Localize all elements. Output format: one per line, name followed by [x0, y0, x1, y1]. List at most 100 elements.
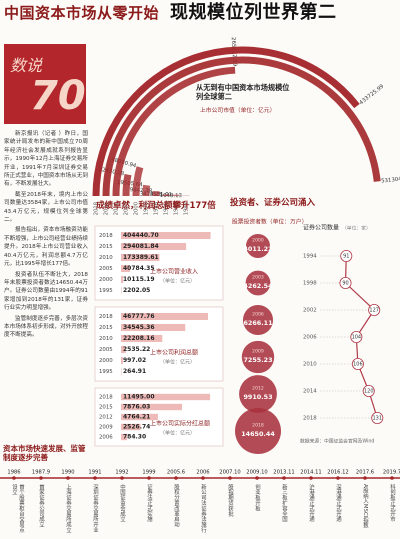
source: 数据来源：中国证监会官网及Wind	[300, 438, 374, 445]
bubble-year: 2012	[252, 386, 264, 392]
panel-unit: （单位：亿元）	[160, 358, 195, 365]
timeline-event: 创业板开板	[254, 484, 260, 511]
value-label: 4764.21	[123, 414, 150, 421]
panel-title: 上市公司实际分红总额	[150, 419, 210, 427]
category-label: 2005	[99, 266, 113, 272]
timeline-date: 1999	[142, 470, 155, 476]
value-label: 6266.11	[243, 319, 272, 327]
bar	[121, 433, 128, 441]
timeline-node	[363, 476, 367, 480]
arc-bar	[92, 46, 360, 197]
paragraph: 报告指出，资本市场融资功能不断增强，上市公司经营业绩持续提升。2018年上市公司…	[4, 227, 88, 268]
timeline-node	[309, 476, 313, 480]
timeline-date: 2014.11	[300, 470, 321, 476]
panel-title: 上市公司利润总额	[150, 348, 198, 356]
timeline-node	[39, 476, 43, 480]
value-label: 2526.74	[123, 424, 150, 431]
article: 新京报讯（记者 ）昨日，国家统计局发布的新中国成立70周年经济社会发展成就系列报…	[4, 130, 88, 435]
timeline-event: 新公司法证券法施行	[200, 484, 206, 533]
timeline-node	[201, 476, 205, 480]
bar	[121, 356, 123, 365]
value-label: 46777.76	[123, 313, 155, 320]
chart-title: 从无到有中国资本市场规模位列全球第二	[196, 83, 290, 101]
category-label: 1995	[99, 369, 113, 375]
bubble	[245, 270, 271, 296]
bar	[121, 323, 186, 332]
timeline-event: 深港通正式开通	[335, 484, 341, 522]
value-label: 3474.28	[140, 191, 163, 197]
bar	[121, 393, 211, 401]
category-label: 1995	[99, 288, 113, 294]
category-label: 2006	[303, 335, 317, 341]
point	[368, 303, 381, 316]
timeline-date: 2017.6	[356, 470, 374, 476]
timeline-event: 中国证监会成立	[119, 484, 125, 522]
category-label: 2000	[99, 358, 113, 364]
badge-text: 数说	[10, 56, 43, 75]
category-label: 2000	[99, 277, 113, 283]
bar	[121, 403, 183, 411]
arc-bar	[102, 56, 381, 197]
badge-number: 70	[30, 73, 86, 119]
timeline-node	[255, 476, 259, 480]
category-label: 2018	[303, 416, 317, 422]
section-title: 投资者、证券公司涌入	[230, 198, 316, 208]
value-label: 9910.53	[243, 393, 272, 401]
paragraph: 投资者队伍不断壮大，2018年末股票投资者数达14650.44万户。证券公司数量…	[4, 271, 88, 312]
timeline-node	[147, 476, 151, 480]
chart-subtitle: 股票投资者数（单位：万户）	[232, 218, 307, 226]
value-label: 10115.19	[123, 276, 155, 283]
arc-bar	[132, 166, 144, 197]
arc-bar	[112, 66, 236, 197]
value-label: 104	[352, 335, 362, 341]
value-label: 173389.61	[123, 254, 159, 261]
bar	[121, 334, 163, 343]
timeline-node	[336, 476, 340, 480]
value-label: 264.91	[123, 368, 146, 375]
category-label: 1992	[184, 202, 190, 215]
timeline-node	[93, 476, 97, 480]
point	[350, 330, 363, 343]
panel-title: 上市公司营业收入	[150, 267, 198, 275]
timeline-event: 科创板正式开市	[389, 484, 395, 522]
badge	[4, 44, 86, 124]
paragraph: 截至2018年末，境内上市公司数量达3584家，上市公司市值43.4万亿元，规模…	[4, 191, 88, 224]
bar	[121, 242, 187, 251]
value-label: 120	[364, 389, 374, 395]
timeline-date: 1990	[61, 470, 74, 476]
value-label: 7255.23	[243, 356, 272, 364]
paragraph: 新京报讯（记者 ）昨日，国家统计局发布的新中国成立70周年经济社会发展成就系列报…	[4, 131, 88, 188]
category-label: 2018	[94, 202, 100, 215]
timeline-event: 证券法正式实施	[146, 484, 152, 522]
value-label: 34545.36	[123, 324, 155, 331]
point	[339, 276, 352, 289]
timeline-date: 1991	[88, 470, 101, 476]
timeline-event: A股纳入MSCI指数	[362, 484, 368, 529]
bar	[121, 345, 126, 354]
category-label: 2005	[124, 202, 130, 215]
chart-unit: （单位：家）	[342, 225, 371, 232]
bubble-year: 2003	[252, 275, 264, 281]
bar	[121, 413, 158, 421]
chart-title: 证券公司数量	[303, 224, 339, 232]
timeline-node	[174, 476, 178, 480]
timeline-event: 股权分置改革启动	[173, 484, 179, 528]
timeline-node	[282, 476, 286, 480]
category-label: 1996	[154, 202, 160, 215]
timeline-node	[12, 476, 16, 480]
value-label: 106	[353, 362, 363, 368]
bar	[121, 264, 131, 273]
timeline-node	[228, 476, 232, 480]
category-label: 1998	[303, 281, 317, 287]
value-label: 294081.84	[123, 243, 159, 250]
timeline-date: 2013.11	[273, 470, 294, 476]
category-label: 2014	[303, 389, 317, 395]
category-label: 2018	[99, 395, 113, 401]
timeline-event: 首个股票柜台交易点设立	[11, 484, 24, 533]
arc-bar	[142, 184, 151, 197]
category-label: 2012	[99, 415, 113, 421]
value-label: 22208.16	[123, 335, 155, 342]
value-label: 531304.2	[381, 176, 400, 185]
bubble-year: 2000	[252, 238, 264, 244]
